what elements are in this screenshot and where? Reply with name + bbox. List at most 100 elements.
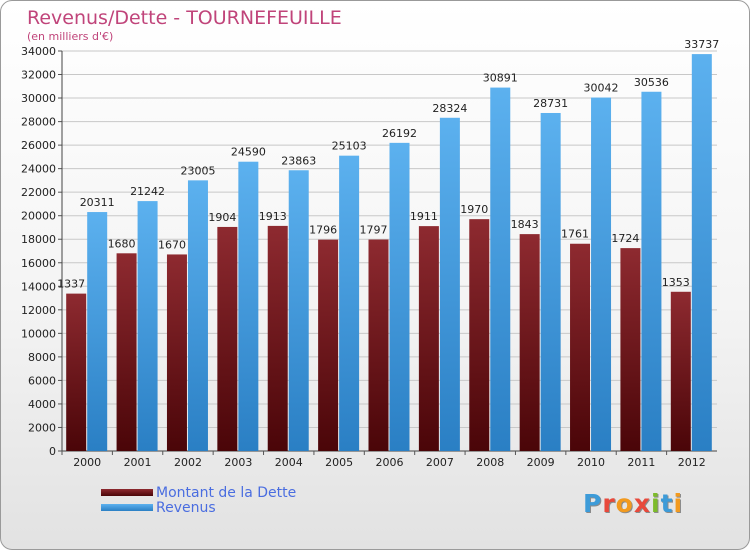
- y-tick-label: 18000: [21, 233, 56, 246]
- data-label-dette: 1970: [460, 203, 488, 216]
- y-tick-label: 28000: [21, 116, 56, 129]
- bar-dette: [570, 243, 591, 451]
- bar-revenus: [540, 112, 561, 452]
- axes: 0 2000 4000 6000 8000 10000 12000 14000 16000 180…: [21, 45, 717, 469]
- data-label-revenus: 24590: [231, 146, 266, 159]
- y-tick-label: 30000: [21, 92, 56, 105]
- bar-dette: [418, 226, 439, 451]
- data-labels: 1337 20311 1680 21242 1670 23005 1904 24590 1913…: [57, 38, 719, 291]
- bar-dette: [670, 291, 691, 451]
- bar-revenus: [288, 170, 309, 451]
- y-tick-label: 16000: [21, 257, 56, 270]
- proxiti-logo: Proxiti: [583, 489, 683, 518]
- bar-revenus: [187, 180, 208, 451]
- data-label-dette: 1670: [158, 238, 186, 251]
- data-label-dette: 1911: [410, 210, 438, 223]
- data-label-revenus: 23005: [180, 164, 215, 177]
- data-label-dette: 1337: [57, 278, 85, 291]
- x-tick-label: 2001: [124, 456, 152, 469]
- bar-dette: [116, 253, 137, 451]
- data-label-revenus: 20311: [80, 196, 115, 209]
- bar-dette: [267, 225, 288, 451]
- chart-title: Revenus/Dette - TOURNEFEUILLE: [27, 7, 342, 29]
- data-label-dette: 1680: [108, 237, 136, 250]
- data-label-revenus: 21242: [130, 185, 165, 198]
- logo-letter: i: [651, 489, 661, 518]
- chart-subtitle: (en milliers d'€): [27, 30, 114, 43]
- bar-revenus: [389, 142, 410, 451]
- data-label-dette: 1796: [309, 224, 337, 237]
- x-tick-label: 2003: [224, 456, 252, 469]
- y-tick-label: 26000: [21, 139, 56, 152]
- bar-dette: [368, 239, 389, 451]
- x-tick-label: 2008: [476, 456, 504, 469]
- y-tick-label: 24000: [21, 163, 56, 176]
- logo-letter: i: [673, 489, 684, 518]
- x-tick-label: 2002: [174, 456, 202, 469]
- x-tick-label: 2009: [527, 456, 555, 469]
- bar-revenus: [490, 87, 511, 451]
- x-tick-label: 2004: [275, 456, 303, 469]
- bar-dette: [519, 234, 540, 451]
- data-label-revenus: 23863: [281, 154, 316, 167]
- data-label-revenus: 28731: [533, 97, 568, 110]
- data-label-revenus: 30536: [634, 76, 669, 89]
- logo-letter: x: [633, 489, 651, 518]
- bars: [66, 54, 712, 452]
- y-tick-label: 6000: [28, 374, 56, 387]
- data-label-dette: 1724: [611, 232, 639, 245]
- bar-dette: [166, 254, 187, 451]
- x-tick-label: 2011: [627, 456, 655, 469]
- y-tick-label: 8000: [28, 351, 56, 364]
- y-tick-label: 22000: [21, 186, 56, 199]
- bar-revenus: [691, 54, 712, 451]
- data-label-revenus: 30891: [483, 72, 518, 85]
- logo-letter: r: [602, 489, 616, 518]
- data-label-revenus: 25103: [332, 140, 367, 153]
- legend-swatch-dette: [101, 489, 153, 496]
- bar-dette: [217, 226, 238, 451]
- bar-revenus: [439, 117, 460, 451]
- data-label-dette: 1797: [360, 224, 388, 237]
- x-tick-label: 2006: [376, 456, 404, 469]
- x-tick-label: 2012: [678, 456, 706, 469]
- data-label-revenus: 26192: [382, 127, 417, 140]
- y-tick-label: 2000: [28, 421, 56, 434]
- x-tick-label: 2005: [325, 456, 353, 469]
- y-tick-label: 20000: [21, 210, 56, 223]
- data-label-dette: 1913: [259, 210, 287, 223]
- data-label-revenus: 33737: [684, 38, 719, 51]
- bar-dette: [620, 248, 641, 451]
- data-label-revenus: 28324: [432, 102, 467, 115]
- data-label-dette: 1843: [511, 218, 539, 231]
- bar-dette: [318, 239, 339, 451]
- legend-label-dette: Montant de la Dette: [156, 485, 297, 501]
- bar-dette: [469, 219, 490, 451]
- data-label-dette: 1761: [561, 228, 589, 241]
- legend-label-revenus: Revenus: [156, 500, 216, 516]
- logo-letter: P: [583, 489, 603, 518]
- data-label-revenus: 30042: [584, 82, 619, 95]
- y-tick-label: 32000: [21, 69, 56, 82]
- bar-revenus: [339, 155, 360, 451]
- logo-letter: t: [660, 489, 674, 518]
- data-label-dette: 1353: [662, 276, 690, 289]
- x-tick-label: 2000: [73, 456, 101, 469]
- x-tick-label: 2007: [426, 456, 454, 469]
- y-tick-label: 34000: [21, 45, 56, 58]
- data-label-dette: 1904: [208, 211, 236, 224]
- bar-revenus: [137, 201, 158, 451]
- y-tick-label: 0: [49, 445, 56, 458]
- logo-letter: o: [615, 489, 634, 518]
- y-tick-label: 10000: [21, 327, 56, 340]
- y-tick-label: 4000: [28, 398, 56, 411]
- bar-dette: [66, 293, 87, 451]
- bar-revenus: [238, 161, 259, 452]
- y-tick-label: 12000: [21, 304, 56, 317]
- y-tick-label: 14000: [21, 280, 56, 293]
- bar-revenus: [591, 97, 612, 452]
- bar-revenus: [87, 212, 108, 451]
- legend-swatch-revenus: [101, 504, 153, 511]
